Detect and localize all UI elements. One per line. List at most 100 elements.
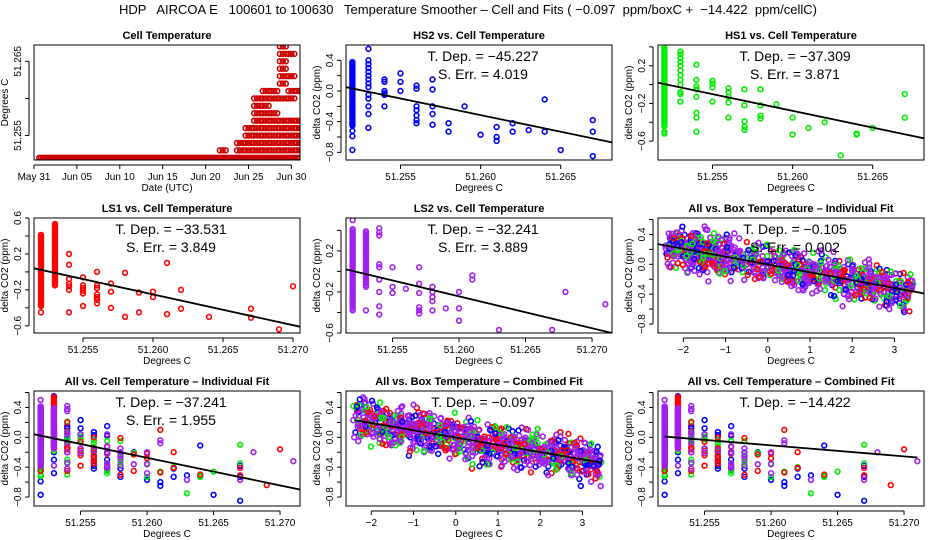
data-point <box>704 226 711 234</box>
data-point <box>250 449 257 456</box>
data-point <box>381 78 388 86</box>
data-point <box>90 457 98 464</box>
data-point <box>904 292 912 299</box>
data-point <box>701 416 708 424</box>
data-point <box>778 278 785 286</box>
data-point <box>803 276 811 283</box>
data-point <box>157 478 164 486</box>
data-point <box>544 472 552 479</box>
data-point <box>688 456 695 463</box>
plot-frame <box>33 390 301 507</box>
data-point <box>860 497 868 504</box>
data-point <box>376 229 383 236</box>
x-tick-label: May 31 <box>18 172 51 183</box>
data-point <box>77 449 84 457</box>
panel-all-box-individual: All vs. Box Temperature – Individual Fit… <box>624 203 925 367</box>
data-point <box>744 249 751 257</box>
data-point <box>429 121 436 128</box>
data-point <box>143 476 151 484</box>
data-point <box>725 267 732 275</box>
data-point <box>831 259 838 267</box>
data-point <box>847 282 855 289</box>
data-point <box>875 274 882 281</box>
data-point <box>451 409 459 416</box>
data-point <box>714 457 722 464</box>
data-point <box>250 139 258 147</box>
data-point <box>726 234 733 242</box>
data-point <box>688 465 695 472</box>
x-tick-label: 51.265 <box>198 518 229 529</box>
y-tick-label: −0.2 <box>637 93 648 113</box>
fit-line <box>658 81 924 140</box>
data-point <box>696 258 704 265</box>
data-point <box>739 258 747 265</box>
data-point <box>661 478 668 485</box>
plot-area <box>346 45 612 160</box>
data-point <box>64 456 71 463</box>
x-axis-label: Degrees C <box>455 529 503 540</box>
data-point <box>503 450 510 458</box>
data-point <box>885 292 893 300</box>
data-point <box>279 45 287 50</box>
data-point <box>386 412 393 420</box>
data-point <box>64 431 71 438</box>
data-point <box>389 283 396 290</box>
data-point <box>516 432 523 439</box>
data-point <box>349 127 356 135</box>
x-tick-label: 51.270 <box>577 345 608 356</box>
panel-ls1-cell: LS1 vs. Cell Temperature T. Dep. = −33.53… <box>0 203 309 367</box>
data-point <box>268 87 275 95</box>
x-tick-label: Jun 15 <box>148 172 178 183</box>
data-point <box>64 471 71 478</box>
data-point <box>413 106 420 114</box>
y-axis-label: delta CO2 (ppm) <box>624 239 635 313</box>
data-point <box>744 271 752 279</box>
data-point <box>268 95 275 102</box>
data-point <box>376 399 384 406</box>
data-point <box>93 296 101 303</box>
data-point <box>835 262 842 270</box>
data-point <box>282 80 290 87</box>
data-point <box>242 139 249 147</box>
y-axis-label: delta CO2 (ppm) <box>0 412 11 486</box>
data-point <box>170 464 177 472</box>
x-tick-label: 51.270 <box>889 518 920 529</box>
data-point <box>467 417 475 425</box>
data-point <box>897 302 904 310</box>
data-point <box>290 457 297 465</box>
data-point <box>352 412 359 419</box>
y-tick-label: −0.8 <box>637 314 648 334</box>
data-point <box>121 269 129 277</box>
x-axis-label: Degrees C <box>767 183 815 194</box>
data-point <box>250 132 258 139</box>
data-point <box>277 37 282 42</box>
panel-title: Cell Temperature <box>122 30 211 42</box>
x-tick-label: −2 <box>678 345 690 356</box>
data-point <box>288 72 295 80</box>
data-point <box>250 117 258 124</box>
panel-ls2-cell: LS2 vs. Cell Temperature T. Dep. = −32.24… <box>312 203 613 367</box>
plot-frame <box>345 390 613 507</box>
plot-frame <box>33 44 301 161</box>
data-point <box>866 275 874 282</box>
data-point <box>282 45 290 50</box>
data-point <box>65 283 73 290</box>
data-point <box>702 263 709 270</box>
data-point <box>385 433 393 441</box>
data-point <box>121 313 129 321</box>
x-tick-label: 51.270 <box>265 518 296 529</box>
data-point <box>851 292 859 299</box>
data-point <box>727 464 735 472</box>
x-tick-label: 1 <box>807 345 813 356</box>
annotation-text: T. Dep. = −14.422 <box>739 394 851 410</box>
x-axis-label: Date (UTC) <box>141 183 192 194</box>
data-point <box>362 228 370 235</box>
data-point <box>890 295 897 302</box>
data-point <box>794 449 801 456</box>
data-point <box>285 139 292 147</box>
data-point <box>741 123 748 131</box>
data-point <box>709 84 716 91</box>
data-point <box>117 455 124 463</box>
x-tick-label: Jun 10 <box>105 172 135 183</box>
data-point <box>900 446 908 453</box>
